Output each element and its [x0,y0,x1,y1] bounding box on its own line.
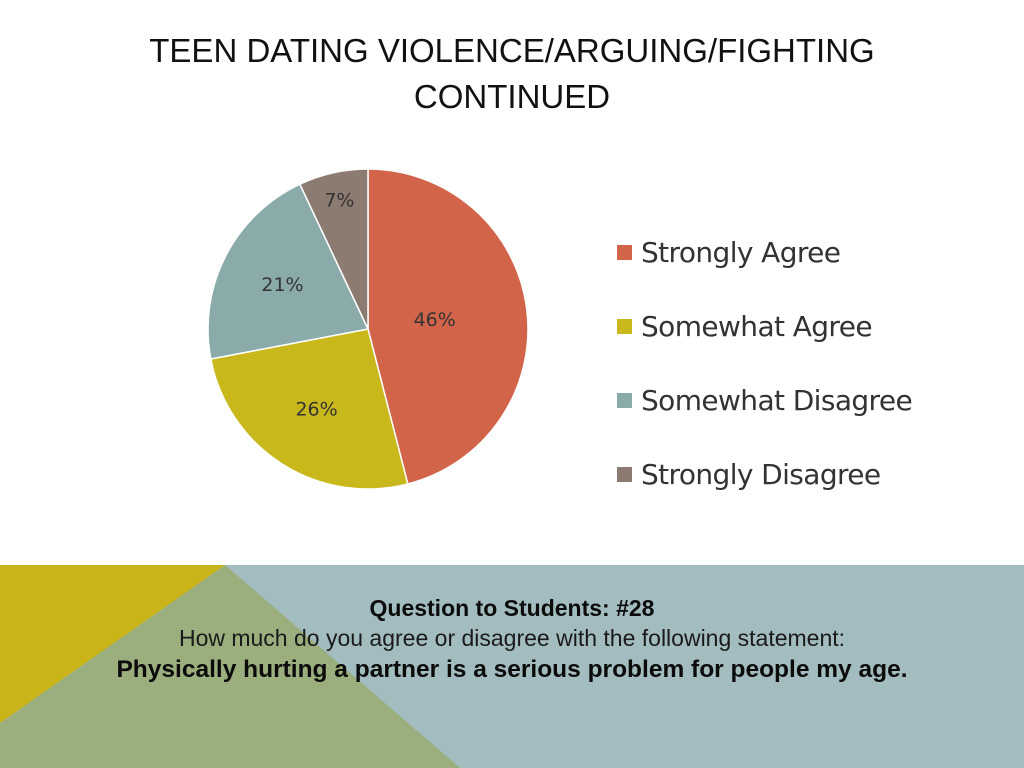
chart-legend: Strongly Agree Somewhat Agree Somewhat Dis… [617,215,1007,511]
pie-slice-somewhat-agree [209,328,409,490]
legend-swatch-somewhat-disagree [617,392,632,408]
slide-title-line2: CONTINUED [413,78,611,115]
pie-slice-strongly-agree [367,168,529,485]
slide-title: TEEN DATING VIOLENCE/ARGUING/FIGHTING CO… [100,28,924,120]
pie-data-labels: 46% 26% 21% 7% [261,190,455,421]
data-label-somewhat-agree: 26% [295,399,337,421]
legend-label-somewhat-agree: Somewhat Agree [641,309,873,343]
pie-slice-somewhat-disagree [207,183,370,360]
data-label-strongly-agree: 46% [414,309,456,331]
question-statement: Physically hurting a partner is a seriou… [116,656,908,683]
olive-triangle [0,565,460,768]
gold-triangle [0,565,225,723]
legend-label-strongly-disagree: Strongly Disagree [641,457,881,491]
legend-item-somewhat-disagree: Somewhat Disagree [617,363,1007,437]
pie-slice-strongly-disagree [298,168,369,330]
legend-swatch-strongly-disagree [617,466,632,482]
legend-swatch-somewhat-agree [617,318,632,334]
question-heading: Question to Students: #28 [369,595,655,621]
slide-title-line1: TEEN DATING VIOLENCE/ARGUING/FIGHTING [149,32,875,69]
data-label-somewhat-disagree: 21% [261,274,303,296]
question-panel: Question to Students: #28 How much do yo… [0,565,1024,768]
legend-label-somewhat-disagree: Somewhat Disagree [641,383,913,417]
pie-slices [207,168,529,490]
legend-item-strongly-agree: Strongly Agree [617,215,1007,289]
legend-item-strongly-disagree: Strongly Disagree [617,437,1007,511]
pie-chart: 46% 26% 21% 7% [207,168,529,490]
legend-item-somewhat-agree: Somewhat Agree [617,289,1007,363]
question-body: How much do you agree or disagree with t… [178,625,846,651]
legend-swatch-strongly-agree [617,244,632,260]
decorative-background [0,565,1024,768]
data-label-strongly-disagree: 7% [324,190,354,212]
legend-label-strongly-agree: Strongly Agree [641,235,841,269]
question-text: Question to Students: #28 How much do yo… [0,593,1024,687]
